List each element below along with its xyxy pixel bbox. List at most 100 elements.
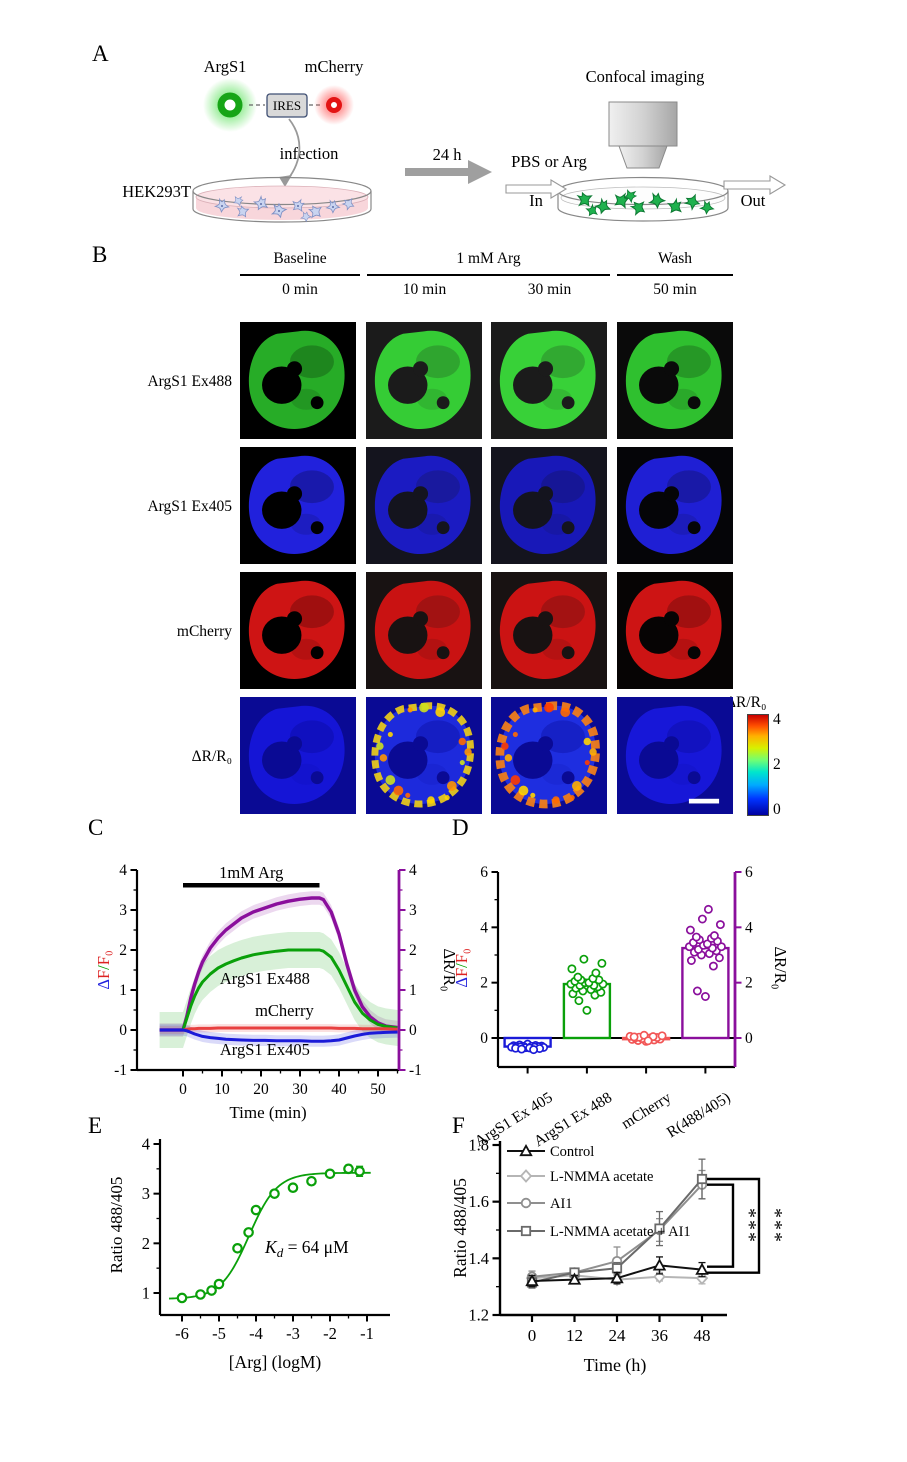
data-point [287,1182,299,1193]
vacuole [513,741,553,779]
high-ratio-speckle [510,775,521,785]
x-tick-label: -4 [249,1324,263,1343]
marker-triangle [610,1271,624,1284]
data-point [269,1188,280,1199]
x-tick-label: 40 [331,1081,347,1098]
high-ratio-speckle [560,707,571,718]
group-label-arg: 1 mM Arg [456,250,521,267]
cell-image-green-50min [617,322,733,439]
high-ratio-speckle [427,796,435,804]
data-point [714,953,724,963]
marker-circle [520,1197,532,1209]
high-ratio-speckle [435,707,446,718]
marker-triangle [519,1143,533,1157]
vacuole [388,491,428,529]
row-label-ex488: ArgS1 Ex488 [147,373,232,390]
right-tick-label: -1 [409,1062,422,1079]
y-tick-label: 3 [142,1184,150,1203]
outlet-arrow-icon [723,175,787,195]
cell-image-ratio-30min [491,697,607,814]
dark-spot [436,521,450,535]
y-tick-label: 1 [119,982,127,999]
right-tick-label: 2 [745,975,753,992]
timepoint-label: 30 min [527,281,572,298]
high-ratio-speckle [419,702,429,713]
data-point [597,958,607,968]
significance-bracket-inner [707,1183,735,1268]
significance-bracket-outer [707,1177,761,1274]
high-ratio-speckle [387,731,393,738]
vacuole [513,491,553,529]
marker-square [696,1173,708,1185]
data-point [691,932,701,942]
row-label-ex405: ArgS1 Ex405 [147,498,232,515]
outlet-label: Out [741,191,766,210]
data-point [573,972,583,982]
y-axis-title: Ratio 488/405 [450,1178,470,1278]
dark-spot [436,771,450,785]
right-tick-label: 0 [409,1022,417,1039]
group-label-baseline: Baseline [273,250,327,267]
panel-label-d: D [452,815,469,840]
dark-spot [687,521,701,535]
data-point [574,996,584,1006]
x-axis-title: [Arg] (logM) [229,1352,322,1372]
dark-spot [561,771,575,785]
timepoint-label: 50 min [653,281,697,298]
panel-label-e: E [88,1113,103,1138]
y-axis-title-right: ΔR/R₀ [440,949,459,992]
high-ratio-speckle [379,754,388,762]
group-underline [367,274,610,276]
data-point [243,1227,254,1238]
vacuole [639,366,679,404]
data-point [176,1292,188,1304]
marker-triangle [525,1273,539,1287]
perfusion-label: PBS or Arg [511,152,587,171]
y-tick-label: 1.2 [468,1306,489,1325]
data-point [517,1044,527,1054]
data-point [579,954,589,964]
ires-box [266,93,308,118]
row-label-ratio: ΔR/R₀ [191,748,232,765]
objective-body-icon [608,101,678,147]
cell-image-green-0min [240,322,356,439]
vacuole [639,491,679,529]
dark-spot [561,396,575,410]
data-point [692,986,702,996]
cell-image-green-30min [491,322,607,439]
hek-cell-nuclei [221,203,334,212]
data-point [708,961,718,971]
y-tick-label: 6 [480,864,488,881]
high-ratio-speckle [458,737,466,746]
marker-triangle [695,1262,709,1275]
series-label-ArgS1 Ex405: ArgS1 Ex405 [220,1040,310,1059]
vacuole [262,741,302,779]
y-axis-title-right: ΔR/R₀ [771,947,790,990]
marker-triangle [567,1272,582,1285]
cell-image-blue-10min [366,447,482,564]
marker-square [520,1225,532,1237]
high-ratio-speckle [385,775,396,785]
right-tick-label: 0 [745,1030,753,1047]
inlet-arrow-icon [505,179,568,199]
cell-image-ratio-50min [617,697,733,814]
x-tick-label: 0 [528,1326,537,1345]
objective-tip-icon [618,145,668,169]
x-tick-label: -6 [175,1324,189,1343]
y-tick-label: 2 [142,1234,150,1253]
data-point [709,931,719,941]
y-tick-label: -1 [114,1062,127,1079]
panel-label-f: F [452,1113,465,1138]
inlet-label: In [529,191,543,210]
high-ratio-speckle [584,759,590,766]
x-tick-label: -3 [286,1324,300,1343]
data-point [629,1032,639,1042]
series-line-R(488/405) [159,896,398,1032]
colorbar-tick-min: 0 [773,801,781,818]
vacuole [388,366,428,404]
cell-image-red-0min [240,572,356,689]
data-point [700,992,710,1001]
high-ratio-speckle [530,792,536,798]
high-ratio-speckle [571,781,582,791]
